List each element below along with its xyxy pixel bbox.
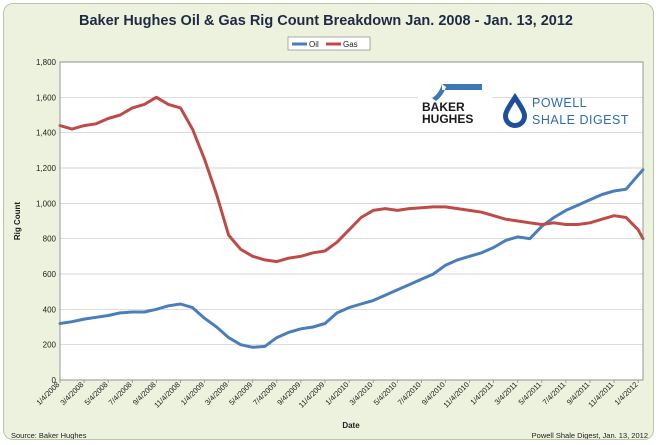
x-tick-label: 5/4/2008 (83, 380, 110, 407)
oil-drop-inner-icon (508, 102, 522, 123)
x-tick-label: 7/4/2008 (107, 380, 134, 407)
x-tick-label: 3/4/2011 (493, 380, 520, 407)
baker-hughes-logo: BAKER HUGHES (418, 79, 492, 126)
x-tick-label: 1/4/2010 (323, 380, 350, 407)
x-tick-label: 5/4/2011 (517, 380, 544, 407)
chart-frame: Baker Hughes Oil & Gas Rig Count Breakdo… (3, 3, 654, 440)
hughes-text: HUGHES (422, 112, 473, 126)
baker-text: BAKER (422, 100, 465, 114)
y-tick-label: 400 (43, 305, 57, 314)
y-tick-label: 1,200 (36, 164, 57, 173)
x-axis-ticks: 1/4/20083/4/20085/4/20087/4/20089/4/2008… (34, 380, 640, 410)
y-tick-label: 0 (52, 376, 57, 385)
x-tick-label: 1/4/2011 (468, 380, 495, 407)
x-tick-label: 1/4/2008 (34, 380, 61, 407)
x-tick-label: 5/4/2010 (372, 380, 399, 407)
x-tick-label: 3/4/2008 (58, 380, 85, 407)
x-tick-label: 1/4/2012 (613, 380, 640, 407)
shale-digest-text: SHALE DIGEST (532, 113, 629, 127)
y-tick-label: 1,600 (36, 93, 57, 102)
series-line-gas (58, 95, 645, 264)
x-axis-label: Date (342, 421, 360, 430)
baker-hughes-emblem-icon (432, 84, 482, 101)
powell-text: POWELL (532, 96, 587, 110)
chart-title: Baker Hughes Oil & Gas Rig Count Breakdo… (79, 13, 573, 29)
y-tick-label: 800 (43, 235, 57, 244)
x-tick-label: 7/4/2009 (251, 380, 278, 407)
x-tick-label: 7/4/2010 (396, 380, 423, 407)
y-axis-ticks: 0 200 400 600 800 1,000 1,200 1,400 1,600 1,800 (36, 58, 57, 385)
x-tick-label: 5/4/2009 (227, 380, 254, 407)
y-tick-label: 200 (43, 341, 57, 350)
y-tick-label: 1,400 (36, 129, 57, 138)
powell-shale-digest-logo: POWELL SHALE DIGEST (503, 93, 629, 128)
x-tick-label: 11/4/2011 (586, 380, 615, 409)
y-axis-label: Rig Count (13, 202, 22, 241)
y-tick-label: 1,800 (36, 58, 57, 67)
rig-count-chart: Baker Hughes Oil & Gas Rig Count Breakdo… (11, 13, 648, 440)
x-tick-label: 11/4/2010 (441, 380, 471, 410)
x-tick-label: 11/4/2009 (297, 380, 327, 410)
y-tick-label: 600 (43, 270, 57, 279)
x-tick-label: 3/4/2009 (203, 380, 230, 407)
plot-border (59, 61, 644, 381)
plot-area (60, 62, 643, 380)
credit-note: Powell Shale Digest, Jan. 13, 2012 (532, 431, 648, 440)
x-tick-label: 11/4/2008 (152, 380, 182, 410)
x-tick-label: 7/4/2011 (541, 380, 568, 407)
legend: Oil Gas (287, 36, 371, 51)
legend-label-gas: Gas (343, 40, 358, 49)
source-note: Source: Baker Hughes (11, 431, 87, 440)
x-tick-label: 1/4/2009 (179, 380, 206, 407)
legend-label-oil: Oil (309, 40, 319, 49)
series-line-oil (58, 168, 645, 349)
y-tick-label: 1,000 (36, 199, 57, 208)
x-tick-label: 3/4/2010 (348, 380, 375, 407)
